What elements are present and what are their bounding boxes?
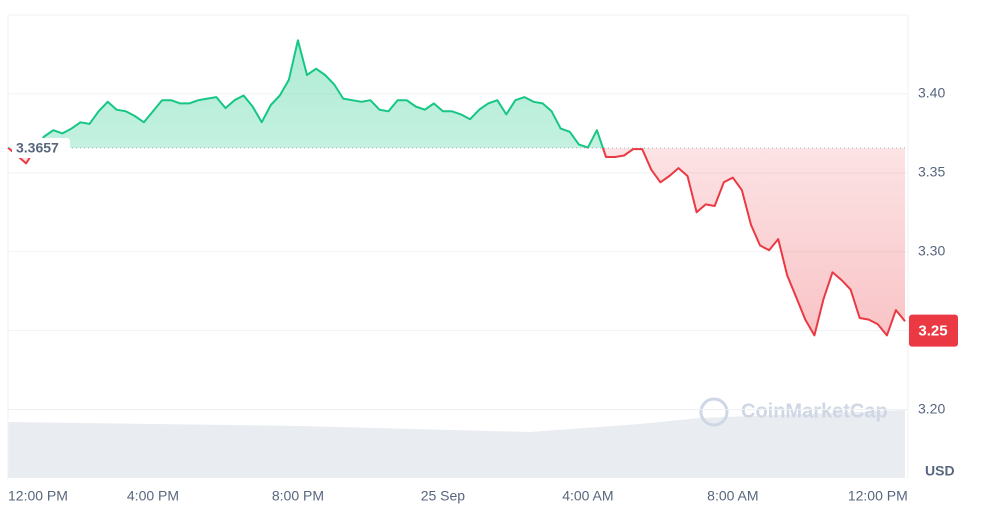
- area-up: [8, 40, 603, 149]
- y-tick-label: 3.40: [918, 85, 945, 101]
- y-tick-label: 3.35: [918, 164, 945, 180]
- x-tick-label: 12:00 PM: [8, 488, 68, 504]
- volume-area: [8, 410, 905, 478]
- watermark-logo: [699, 397, 729, 427]
- last-price-label: 3.25: [918, 323, 947, 340]
- x-tick-label: 8:00 AM: [707, 488, 758, 504]
- x-tick-label: 12:00 PM: [848, 488, 908, 504]
- currency-label: USD: [925, 463, 955, 479]
- x-tick-label: 25 Sep: [421, 488, 466, 504]
- baseline-label-bg: [12, 138, 70, 159]
- last-price-badge: [909, 314, 958, 347]
- area-down: [8, 148, 905, 336]
- y-tick-label: 3.20: [918, 400, 945, 416]
- x-tick-label: 8:00 PM: [272, 488, 324, 504]
- watermark: CoinMarketCap: [741, 400, 888, 422]
- price-line: [7, 39, 906, 337]
- baseline-label: 3.3657: [16, 140, 59, 156]
- x-tick-label: 4:00 PM: [127, 488, 179, 504]
- x-tick-label: 4:00 AM: [562, 488, 613, 504]
- y-tick-label: 3.30: [918, 242, 945, 258]
